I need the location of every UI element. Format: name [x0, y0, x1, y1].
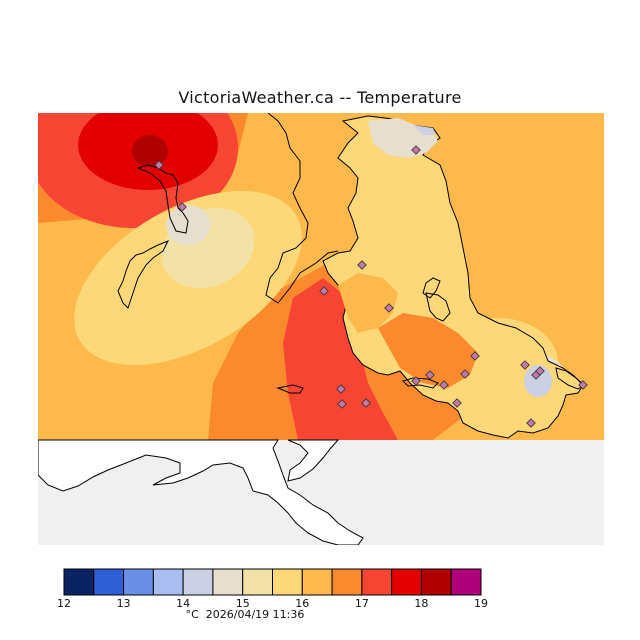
legend-tick-label: 17: [355, 597, 369, 608]
legend-unit: °C: [185, 608, 199, 621]
legend-tick-label: 13: [117, 597, 131, 608]
station-marker[interactable]: [452, 398, 462, 408]
station-marker[interactable]: [526, 418, 536, 428]
station-marker[interactable]: [361, 398, 371, 408]
legend-bin: [182, 568, 214, 596]
legend-tick-label: 16: [295, 597, 309, 608]
legend-timestamp: 2026/04/19 11:36: [205, 608, 305, 621]
station-marker[interactable]: [535, 366, 545, 376]
station-marker[interactable]: [411, 376, 421, 386]
legend-bin: [391, 568, 422, 596]
legend-bin: [272, 568, 303, 596]
station-marker[interactable]: [337, 399, 347, 409]
legend-bin: [331, 568, 363, 596]
legend-bin: [361, 568, 393, 596]
map-title: VictoriaWeather.ca -- Temperature: [178, 88, 462, 107]
legend-bin: [123, 568, 154, 596]
legend-bin: [212, 568, 244, 596]
station-marker[interactable]: [578, 380, 588, 390]
legend-bin: [242, 568, 273, 596]
legend-tick-label: 19: [474, 597, 488, 608]
south-land: [38, 439, 364, 545]
contour-14p5-center: [166, 205, 210, 245]
legend-bin: [63, 568, 95, 596]
legend-bin: [450, 568, 482, 596]
coastlines: [117, 113, 585, 394]
station-marker[interactable]: [336, 384, 346, 394]
station-marker[interactable]: [154, 160, 164, 170]
station-marker[interactable]: [425, 370, 435, 380]
temperature-map[interactable]: [38, 113, 604, 545]
station-marker[interactable]: [460, 369, 470, 379]
contour-18-north: [132, 135, 168, 167]
station-marker[interactable]: [319, 286, 329, 296]
station-marker[interactable]: [357, 260, 367, 270]
legend-bin: [301, 568, 333, 596]
legend-tick-label: 18: [414, 597, 428, 608]
station-marker[interactable]: [177, 202, 187, 212]
station-marker[interactable]: [384, 303, 394, 313]
legend-bin: [420, 568, 452, 596]
legend-tick-label: 14: [176, 597, 190, 608]
legend-bin: [152, 568, 184, 596]
station-marker[interactable]: [520, 360, 530, 370]
station-marker[interactable]: [470, 351, 480, 361]
peninsula-land: [322, 115, 584, 439]
contour-17-south: [283, 278, 398, 440]
legend-tick-label: 15: [236, 597, 250, 608]
station-markers: [154, 145, 588, 428]
station-marker[interactable]: [439, 380, 449, 390]
legend-tick-label: 12: [57, 597, 71, 608]
temperature-legend: 12 13 14 15 16 17 18 19: [57, 568, 488, 608]
station-marker[interactable]: [411, 145, 421, 155]
legend-bin: [93, 568, 125, 596]
legend-caption: °C 2026/04/19 11:36: [150, 608, 340, 621]
